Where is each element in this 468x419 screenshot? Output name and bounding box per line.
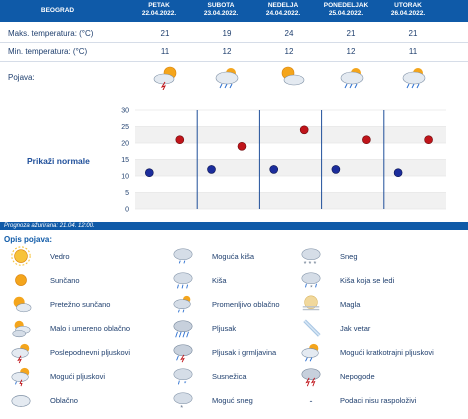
max-temperature-value: 19	[222, 29, 232, 38]
fog-icon	[302, 295, 320, 311]
y-tick-label: 10	[121, 174, 129, 181]
cloud-icon	[11, 395, 31, 407]
legend-item-label: Promenljivo oblačno	[212, 300, 280, 309]
min-temperature-label: Min. temperatura: (°C)	[8, 47, 88, 56]
legend-item-label: Sneg	[340, 252, 358, 261]
day-header: SUBOTA 23.04.2022.	[203, 2, 239, 17]
min-temperature-value: 12	[222, 47, 232, 56]
legend-item-label: Pljusak i grmljavina	[212, 348, 277, 357]
divider	[0, 42, 468, 43]
sun-icon	[11, 246, 31, 266]
cloud-sleet-icon: *	[173, 368, 193, 387]
y-tick-label: 20	[121, 141, 129, 148]
legend-item-label: Podaci nisu raspoloživi	[340, 396, 417, 405]
legend-item-label: Malo i umereno oblačno	[50, 324, 131, 333]
min-temperature-value: 11	[160, 47, 170, 56]
max-temp-point	[362, 135, 371, 145]
max-temperature-label: Maks. temperatura: (°C)	[8, 29, 94, 38]
legend-item-label: Poslepodnevni pljuskovi	[50, 348, 131, 357]
min-temp-point	[269, 165, 279, 174]
forecast-updated-bar: Prognoza ažurirana: 21.04. 12:00.	[0, 222, 468, 230]
legend-item-label: Pretežno sunčano	[50, 300, 111, 309]
legend-item-label: Kiša koja se ledi	[340, 276, 395, 285]
min-temperature-value: 12	[284, 47, 294, 56]
max-temperature-row: Maks. temperatura: (°C) 21 19 24 21 21	[0, 24, 468, 44]
min-temp-point	[331, 165, 341, 174]
max-temperature-value: 21	[408, 29, 418, 38]
phenomenon-row: Pojava:	[0, 64, 468, 94]
legend-item-label: Susnežica	[212, 372, 247, 381]
y-tick-label: 25	[121, 124, 129, 131]
y-tick-label: 0	[125, 207, 129, 214]
divider	[0, 61, 468, 62]
show-normals-link[interactable]: Prikaži normale	[27, 156, 90, 166]
cloud-sun-variable-icon	[173, 295, 191, 313]
day-header: NEDELJA 24.04.2022.	[265, 2, 301, 17]
max-temp-point	[299, 125, 309, 135]
cloud-rain-possible-icon	[173, 248, 193, 264]
min-temperature-value: 12	[346, 47, 356, 56]
min-temp-point	[393, 168, 403, 177]
cloud-rain-icon	[173, 272, 193, 289]
svg-text:*: *	[310, 284, 313, 291]
day-header: UTORAK 26.04.2022.	[390, 2, 426, 17]
cloud-rain-icon	[215, 68, 239, 89]
svg-text:* * *: * * *	[304, 259, 317, 268]
y-tick-label: 15	[121, 157, 129, 164]
y-tick-label: 5	[125, 190, 129, 197]
min-temp-point	[207, 165, 216, 174]
legend-item-label: Nepogode	[340, 372, 375, 381]
min-temperature-row: Min. temperatura: (°C) 11 12 12 12 11	[0, 42, 468, 62]
min-temp-point	[145, 168, 154, 177]
cloud-freezing-rain-icon: *	[301, 272, 321, 291]
legend-title: Opis pojava:	[4, 235, 53, 244]
sun-clouds-icon	[12, 320, 31, 338]
day-header: PETAK 22.04.2022.	[141, 2, 177, 17]
max-temperature-value: 24	[284, 29, 294, 38]
legend-item-label: Kiša	[212, 276, 227, 285]
max-temp-point	[237, 141, 247, 151]
sun-cloud-thunder-icon	[153, 66, 177, 90]
min-temperature-value: 11	[408, 47, 418, 56]
legend-item-label: Sunčano	[50, 276, 80, 285]
cloud-snow-possible-icon: *	[173, 392, 193, 412]
legend-item-label: Oblačno	[50, 396, 78, 405]
max-temp-point	[424, 135, 433, 145]
legend-item-label: Magla	[340, 300, 361, 309]
cloud-rain-icon	[402, 68, 426, 89]
max-temperature-value: 21	[160, 29, 170, 38]
storm-icon	[301, 368, 321, 387]
legend-item-label: Mogući pljuskovi	[50, 372, 106, 381]
day-header: PONEDELJAK 25.04.2022.	[323, 2, 369, 17]
cloud-thunder-icon	[173, 344, 193, 363]
phenomenon-label: Pojava:	[8, 73, 35, 82]
forecast-header: BEOGRAD PETAK 22.04.2022. SUBOTA 23.04.202…	[0, 0, 468, 22]
legend-item-label: Vedro	[50, 252, 70, 261]
dash-icon: -	[309, 396, 313, 406]
cloud-snow-icon: * * *	[301, 248, 321, 268]
chart-canvas: 30 25 20 15 10 5 0	[121, 108, 446, 214]
legend-item-label: Jak vetar	[340, 324, 371, 333]
city-name: BEOGRAD	[40, 7, 75, 14]
sun-cloud-thunder-icon	[11, 343, 30, 364]
svg-text:*: *	[184, 380, 187, 387]
legend-item-label: Pljusak	[212, 324, 237, 333]
y-tick-label: 30	[121, 108, 129, 115]
legend-item-label: Moguć sneg	[212, 396, 253, 405]
max-temp-point	[175, 135, 185, 145]
legend-item-label: Mogući kratkotrajni pljuskovi	[340, 348, 434, 357]
sun-small-icon	[15, 274, 27, 286]
legend-item-label: Moguća kiša	[212, 252, 255, 261]
sun-cloud-shower-icon	[301, 343, 319, 362]
svg-text:*: *	[180, 403, 183, 412]
wind-icon	[303, 319, 321, 337]
cloud-rain-icon	[340, 68, 364, 89]
max-temperature-value: 21	[346, 29, 356, 38]
sun-cloud-icon	[281, 66, 305, 86]
temperature-chart: Prikaži normale 30 25 20 15 10 5 0	[0, 100, 468, 218]
sun-cloud-icon	[13, 296, 32, 313]
cloud-thunder-possible-icon	[11, 367, 30, 387]
cloud-shower-icon	[173, 320, 193, 338]
grid-band	[135, 192, 446, 209]
